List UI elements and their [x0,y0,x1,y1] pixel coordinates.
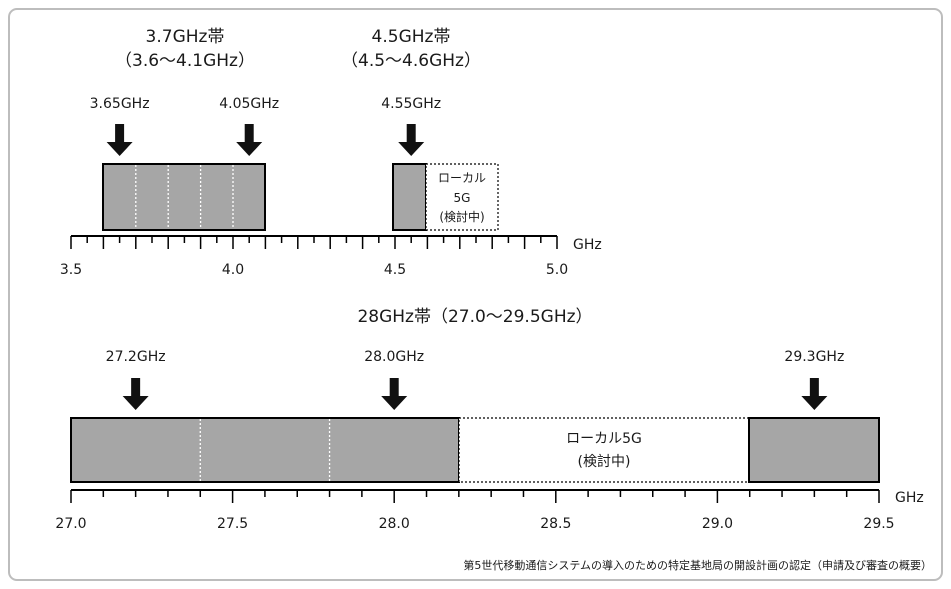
band-28-left-block [70,417,460,483]
top-arrow-3: 4.55GHz [381,96,441,156]
top-arrow-3-label: 4.55GHz [381,96,441,112]
figure-frame [8,8,943,581]
bottom-axis: 27.0 27.5 28.0 28.5 29.0 29.5 [55,489,895,532]
bottom-arrows: 27.2GHz 28.0GHz 29.3GHz [106,349,844,410]
local-5g-top-line3: (検討中) [439,209,484,224]
band-45-range: （4.5～4.6GHz） [341,51,481,71]
top-arrow-2-shape [236,124,263,156]
bottom-arrow-2: 28.0GHz [364,349,424,410]
local-5g-top-box [425,163,499,231]
bottom-arrow-1-label: 27.2GHz [106,349,166,365]
bottom-axis-tick-label: 27.0 [55,516,86,532]
top-axis-tick-label: 3.5 [60,262,82,278]
band-37-block-dividers [135,165,234,229]
band-37-range: （3.6～4.1GHz） [115,51,255,71]
top-arrow-1-shape [106,124,133,156]
bottom-axis-tick-label: 28.5 [540,516,571,532]
band-28-right-block [748,417,880,483]
top-axis: 3.5 4.0 4.5 5.0 [60,235,568,278]
top-axis-unit: GHz [573,237,602,253]
band-45-title: 4.5GHz帯 [372,27,451,47]
bottom-axis-tick-label: 29.0 [702,516,733,532]
top-arrow-1: 3.65GHz [90,96,150,156]
bottom-axis-tick-label: 27.5 [217,516,248,532]
bottom-arrow-3-shape [801,378,828,410]
bottom-arrow-1-shape [122,378,149,410]
band-28-title: 28GHz帯（27.0～29.5GHz） [357,307,592,327]
source-note: 第5世代移動通信システムの導入のための特定基地局の開設計画の認定（申請及び審査の… [463,558,932,572]
bottom-axis-tick-label: 28.0 [379,516,410,532]
top-arrow-2-label: 4.05GHz [219,96,279,112]
top-axis-tick-label: 4.5 [384,262,406,278]
bottom-arrow-3: 29.3GHz [784,349,844,410]
band-37-block [102,163,266,231]
band-37-title: 3.7GHz帯 [146,27,225,47]
bottom-arrow-3-label: 29.3GHz [784,349,844,365]
top-arrow-2: 4.05GHz [219,96,279,156]
bottom-axis-tick-label: 29.5 [863,516,894,532]
top-axis-tick-label: 4.0 [222,262,244,278]
local-5g-top-line2: 5G [454,191,471,205]
bottom-arrow-1: 27.2GHz [106,349,166,410]
band-45-block [392,163,427,231]
top-axis-tick-label: 5.0 [546,262,568,278]
top-arrow-1-label: 3.65GHz [90,96,150,112]
bottom-arrow-2-label: 28.0GHz [364,349,424,365]
bottom-arrow-2-shape [381,378,408,410]
local-5g-bottom-line1: ローカル5G [566,431,642,447]
bottom-axis-unit: GHz [895,490,924,506]
local-5g-top-line1: ローカル [438,171,486,185]
local-5g-bottom-box [458,417,750,483]
local-5g-bottom-line2: (検討中) [578,454,631,470]
top-arrow-3-shape [398,124,425,156]
top-arrows: 3.65GHz 4.05GHz 4.55GHz [90,96,441,156]
